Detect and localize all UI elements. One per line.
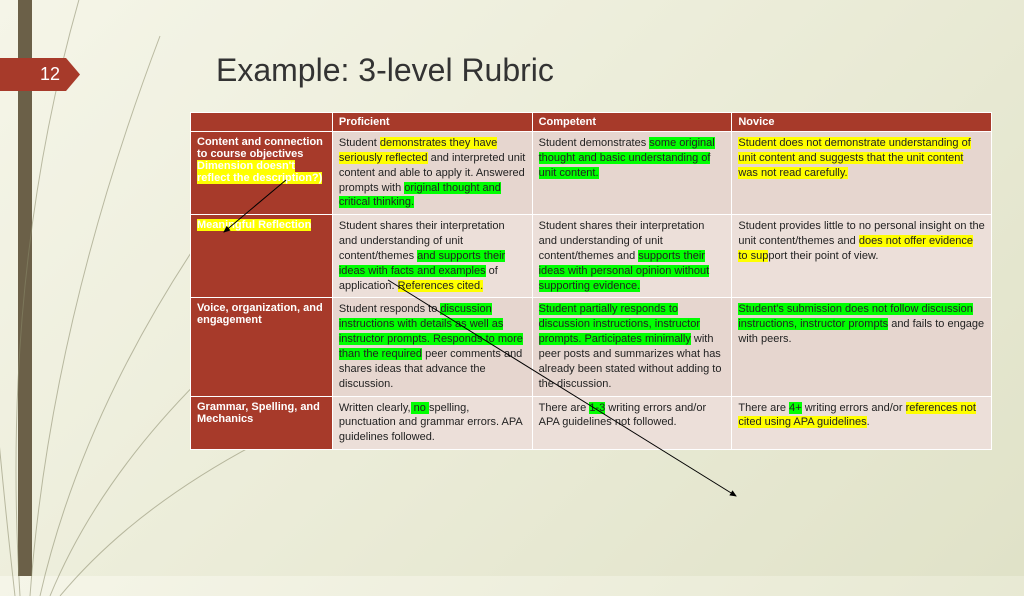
novice-cell: There are 4+ writing errors and/or refer… bbox=[732, 396, 992, 450]
rubric-row: Voice, organization, and engagementStude… bbox=[191, 298, 992, 396]
header-row: Proficient Competent Novice bbox=[191, 113, 992, 132]
proficient-cell: Student responds to discussion instructi… bbox=[332, 298, 532, 396]
dimension-cell: Content and connection to course objecti… bbox=[191, 132, 333, 215]
dimension-cell: Voice, organization, and engagement bbox=[191, 298, 333, 396]
competent-cell: Student partially responds to discussion… bbox=[532, 298, 732, 396]
col-header-novice: Novice bbox=[732, 113, 992, 132]
rubric-row: Meaningful ReflectionStudent shares thei… bbox=[191, 215, 992, 298]
competent-cell: Student shares their interpretation and … bbox=[532, 215, 732, 298]
page-number: 12 bbox=[40, 64, 60, 84]
col-header-proficient: Proficient bbox=[332, 113, 532, 132]
rubric-row: Grammar, Spelling, and MechanicsWritten … bbox=[191, 396, 992, 450]
competent-cell: There are 1-3 writing errors and/or APA … bbox=[532, 396, 732, 450]
proficient-cell: Student shares their interpretation and … bbox=[332, 215, 532, 298]
col-header-blank bbox=[191, 113, 333, 132]
page-number-badge: 12 bbox=[0, 58, 80, 91]
dimension-cell: Grammar, Spelling, and Mechanics bbox=[191, 396, 333, 450]
novice-cell: Student provides little to no personal i… bbox=[732, 215, 992, 298]
dimension-cell: Meaningful Reflection bbox=[191, 215, 333, 298]
proficient-cell: Written clearly, no spelling, punctuatio… bbox=[332, 396, 532, 450]
novice-cell: Student does not demonstrate understandi… bbox=[732, 132, 992, 215]
competent-cell: Student demonstrates some original thoug… bbox=[532, 132, 732, 215]
slide-title: Example: 3-level Rubric bbox=[216, 52, 554, 89]
proficient-cell: Student demonstrates they have seriously… bbox=[332, 132, 532, 215]
col-header-competent: Competent bbox=[532, 113, 732, 132]
rubric-row: Content and connection to course objecti… bbox=[191, 132, 992, 215]
rubric-table: Proficient Competent Novice Content and … bbox=[190, 112, 992, 450]
novice-cell: Student's submission does not follow dis… bbox=[732, 298, 992, 396]
